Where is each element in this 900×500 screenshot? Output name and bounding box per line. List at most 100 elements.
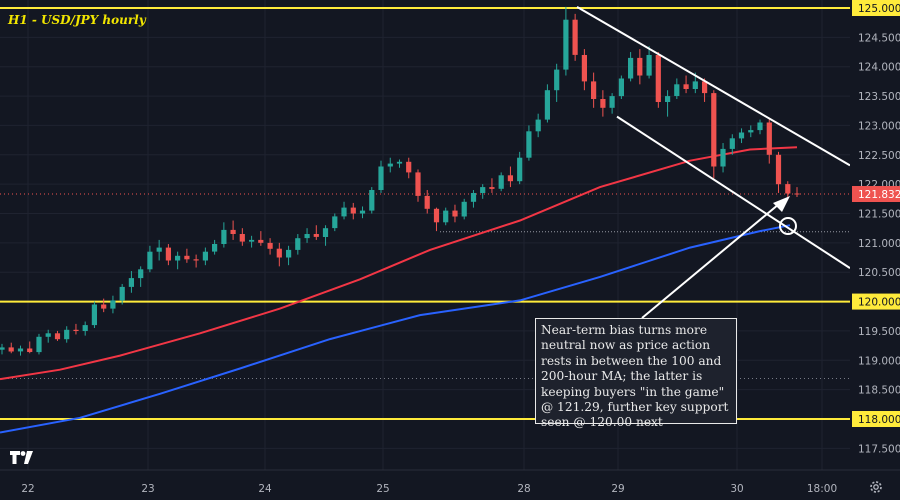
candle-body	[507, 175, 513, 182]
level-price-label: 125.000	[858, 3, 900, 15]
candle-body	[286, 249, 292, 258]
candle-body	[738, 132, 745, 139]
candle-body	[489, 187, 495, 189]
candle-body	[591, 81, 597, 99]
time-tick-label: 22	[21, 483, 34, 495]
price-tick-label: 121.000	[858, 238, 900, 250]
candle-body	[138, 269, 144, 279]
price-tick-label: 122.500	[858, 150, 900, 162]
tradingview-logo-icon[interactable]	[9, 448, 35, 466]
candle-body	[702, 81, 708, 94]
candle-body	[17, 348, 24, 352]
moving-averages	[0, 146, 798, 434]
price-tick-label: 123.000	[858, 120, 900, 132]
candle-body	[165, 247, 171, 261]
candle-body	[101, 304, 107, 309]
price-tick-label: 121.500	[858, 209, 900, 221]
candle-body	[128, 278, 134, 287]
current-price-badge	[852, 186, 900, 203]
time-axis-labels: 22 23 24 25 28 29 30 18:00	[0, 469, 900, 495]
candle-body	[8, 347, 14, 352]
candle-body	[276, 248, 282, 258]
candle-body	[175, 255, 181, 261]
candle-body	[526, 131, 532, 158]
level-price-badge	[852, 411, 900, 427]
candle-body	[313, 234, 319, 237]
annotation-text: Near-term bias turns more neutral now as…	[541, 323, 729, 430]
channel-upper-line	[576, 5, 851, 167]
candle-body	[202, 251, 208, 261]
candle-body	[239, 234, 245, 242]
time-tick-label: 24	[258, 483, 272, 495]
time-tick-label: 25	[376, 483, 389, 495]
price-tick-label: 119.000	[858, 355, 900, 367]
candle-body	[359, 210, 366, 214]
candle-body	[443, 210, 449, 223]
candle-body	[387, 163, 393, 167]
candle-body	[212, 244, 218, 252]
candle-body	[322, 228, 329, 237]
candle-body	[73, 329, 79, 331]
candle-body	[82, 325, 88, 331]
pointer-arrowhead	[773, 196, 790, 212]
time-tick-label: 23	[141, 483, 154, 495]
level-price-label: 118.000	[858, 414, 900, 426]
candle-body	[415, 172, 421, 196]
ma-100-line	[0, 224, 791, 434]
candle-body	[600, 99, 606, 108]
candle-body	[110, 300, 116, 309]
candle-body	[249, 239, 255, 242]
candle-body	[27, 348, 33, 352]
ma-200-line	[0, 146, 798, 381]
time-tick-label: 28	[517, 483, 530, 495]
price-tick-label: 120.500	[858, 267, 900, 279]
candle-body	[775, 154, 782, 185]
candle-body	[193, 259, 199, 261]
candle-body	[480, 187, 486, 193]
support-circle	[779, 217, 797, 235]
candle-body	[757, 122, 763, 131]
level-price-badge	[852, 0, 900, 16]
candle-body	[683, 84, 689, 89]
candle-body	[230, 229, 236, 234]
candle-body	[470, 193, 477, 202]
time-tick-label: 29	[611, 483, 624, 495]
candle-body	[729, 138, 735, 149]
price-tick-label: 124.000	[858, 62, 900, 74]
price-axis[interactable]	[850, 0, 900, 470]
gear-icon[interactable]	[868, 479, 884, 495]
candle-body	[517, 157, 523, 182]
candle-body	[341, 207, 347, 217]
candle-body	[54, 333, 61, 340]
channel-lower-line	[616, 115, 851, 269]
candle-body	[156, 247, 162, 252]
candles	[0, 6, 800, 356]
candle-body	[711, 93, 717, 167]
candle-body	[618, 78, 624, 97]
candle-body	[424, 195, 430, 209]
level-price-label: 120.000	[858, 297, 900, 309]
candle-body	[498, 175, 504, 189]
candle-body	[637, 57, 643, 76]
candle-body	[36, 336, 42, 353]
candle-body	[544, 90, 550, 120]
candle-body	[64, 329, 70, 340]
price-tick-label: 118.500	[858, 385, 900, 397]
candle-body	[785, 184, 791, 194]
candle-body	[572, 19, 578, 55]
candle-body	[674, 84, 680, 96]
pointer-line	[641, 203, 780, 319]
candle-body	[332, 216, 338, 229]
candle-body	[452, 210, 458, 217]
candle-body	[267, 242, 273, 249]
candle-body	[91, 304, 97, 326]
candle-body	[0, 347, 5, 350]
time-tick-label: 18:00	[807, 483, 837, 495]
candle-body	[184, 255, 190, 260]
candle-body	[258, 239, 264, 243]
candle-body	[433, 208, 440, 223]
candle-body	[655, 55, 661, 102]
price-tick-label: 119.500	[858, 326, 900, 338]
